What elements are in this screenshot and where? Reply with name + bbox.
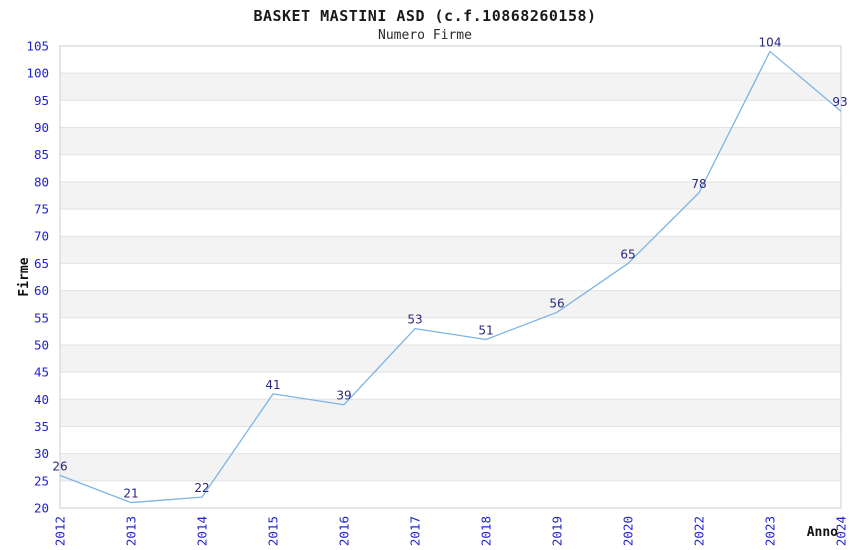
x-tick-label: 2022 <box>692 516 707 546</box>
data-point-label: 53 <box>407 313 422 327</box>
y-tick-label: 100 <box>26 66 49 81</box>
y-tick-label: 105 <box>26 39 49 54</box>
y-tick-label: 95 <box>34 93 49 108</box>
y-tick-label: 85 <box>34 147 49 162</box>
data-point-label: 26 <box>52 459 67 473</box>
x-tick-label: 2012 <box>53 516 68 546</box>
band-row <box>60 127 841 155</box>
band-row <box>60 399 841 427</box>
y-tick-label: 75 <box>34 202 49 217</box>
data-point-label: 93 <box>832 95 847 109</box>
data-point-label: 41 <box>265 378 280 392</box>
data-point-label: 22 <box>194 481 209 495</box>
x-tick-label: 2013 <box>124 516 139 546</box>
data-point-label: 78 <box>691 177 706 191</box>
y-tick-label: 80 <box>34 174 49 189</box>
band-row <box>60 236 841 264</box>
data-line <box>59 50 842 504</box>
band-row <box>60 344 841 373</box>
x-tick-label: 2017 <box>408 516 423 546</box>
x-tick-label: 2016 <box>337 516 352 546</box>
chart-title: BASKET MASTINI ASD (c.f.10868260158) <box>253 7 597 25</box>
data-point-label: 21 <box>123 487 138 501</box>
band-row <box>60 181 841 210</box>
y-tick-label: 50 <box>34 337 49 352</box>
y-tick-label: 65 <box>34 256 49 271</box>
x-tick-label: 2019 <box>550 516 565 546</box>
data-point-label: 56 <box>549 296 564 310</box>
y-tick-label: 60 <box>34 283 49 298</box>
data-point-label: 39 <box>336 389 351 403</box>
y-tick-label: 70 <box>34 229 49 244</box>
chart-subtitle: Numero Firme <box>378 28 472 43</box>
band-row <box>60 73 841 101</box>
y-tick-label: 25 <box>34 473 49 488</box>
y-tick-label: 45 <box>34 365 49 380</box>
y-tick-label: 20 <box>34 501 49 516</box>
plot-border <box>59 45 842 509</box>
x-tick-label: 2023 <box>763 516 778 546</box>
data-point-label: 65 <box>620 247 635 261</box>
y-tick-label: 90 <box>34 120 49 135</box>
x-tick-label: 2014 <box>195 516 210 546</box>
y-tick-label: 40 <box>34 392 49 407</box>
x-tick-label: 2020 <box>621 516 636 546</box>
x-tick-label: 2024 <box>834 516 849 546</box>
y-axis-label: Firme <box>17 257 32 296</box>
data-point-label: 51 <box>478 324 493 338</box>
y-tick-label: 55 <box>34 310 49 325</box>
y-tick-label: 30 <box>34 446 49 461</box>
x-tick-label: 2015 <box>266 516 281 546</box>
band-row <box>60 290 841 318</box>
x-axis-label: Anno <box>807 525 838 540</box>
band-row <box>60 453 841 481</box>
data-point-label: 104 <box>759 35 782 49</box>
y-tick-label: 35 <box>34 419 49 434</box>
x-tick-label: 2018 <box>479 516 494 546</box>
